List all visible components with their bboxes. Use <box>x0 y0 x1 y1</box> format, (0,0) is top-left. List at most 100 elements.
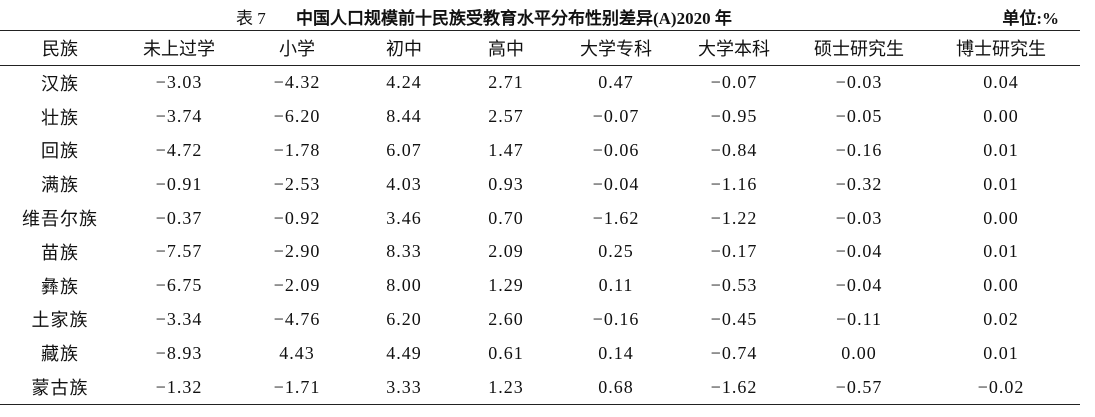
table-row: 蒙古族 −1.32 −1.71 3.33 1.23 0.68 −1.62 −0.57 −0.02 <box>0 370 1080 405</box>
cell-value: −2.53 <box>273 173 321 194</box>
column-header: 高中 <box>488 39 524 59</box>
cell-value: 2.09 <box>488 241 524 262</box>
ethnic-group: 满族 <box>41 175 79 196</box>
cell-value: −0.32 <box>835 173 883 194</box>
column-header: 初中 <box>386 39 422 59</box>
cell-value: −8.93 <box>155 342 203 363</box>
cell-value: −0.06 <box>592 139 640 160</box>
cell-value: 0.25 <box>598 241 634 262</box>
ethnic-group: 维吾尔族 <box>22 209 98 230</box>
cell-value: 0.61 <box>488 342 524 363</box>
column-header: 大学专科 <box>580 39 652 59</box>
table-row: 满族 −0.91 −2.53 4.03 0.93 −0.04 −1.16 −0.32 0.01 <box>0 167 1080 201</box>
cell-value: −0.74 <box>710 342 758 363</box>
table-row: 彝族 −6.75 −2.09 8.00 1.29 0.11 −0.53 −0.04 0.00 <box>0 269 1080 303</box>
column-header: 博士研究生 <box>956 39 1046 59</box>
data-table: 民族 未上过学 小学 初中 高中 大学专科 大学本科 硕士研究生 博士研究生 汉族 −3.03 −4… <box>0 30 1080 405</box>
table-row: 壮族 −3.74 −6.20 8.44 2.57 −0.07 −0.95 −0.05 0.00 <box>0 100 1080 134</box>
cell-value: −3.03 <box>155 72 203 93</box>
cell-value: −0.11 <box>836 308 882 329</box>
column-header: 民族 <box>42 39 78 59</box>
cell-value: 0.47 <box>598 72 634 93</box>
cell-value: −0.17 <box>710 241 758 262</box>
cell-value: −0.03 <box>835 72 883 93</box>
cell-value: 8.00 <box>386 275 422 296</box>
cell-value: −2.09 <box>273 275 321 296</box>
cell-value: −1.62 <box>592 207 640 228</box>
cell-value: 6.20 <box>386 308 422 329</box>
cell-value: −0.37 <box>155 207 203 228</box>
cell-value: 2.71 <box>488 72 524 93</box>
cell-value: 0.70 <box>488 207 524 228</box>
cell-value: −0.05 <box>835 106 883 127</box>
cell-value: 4.03 <box>386 173 422 194</box>
cell-value: −0.53 <box>710 275 758 296</box>
cell-value: 0.01 <box>983 342 1019 363</box>
cell-value: −0.92 <box>273 207 321 228</box>
cell-value: 0.01 <box>983 139 1019 160</box>
cell-value: 8.44 <box>386 106 422 127</box>
cell-value: 0.00 <box>983 275 1019 296</box>
cell-value: −0.95 <box>710 106 758 127</box>
cell-value: 1.47 <box>488 139 524 160</box>
cell-value: −1.62 <box>710 376 758 397</box>
cell-value: −6.75 <box>155 275 203 296</box>
cell-value: −0.04 <box>592 173 640 194</box>
ethnic-group: 壮族 <box>41 107 79 128</box>
cell-value: 4.24 <box>386 72 422 93</box>
ethnic-group: 蒙古族 <box>31 378 89 399</box>
ethnic-group: 藏族 <box>41 344 79 365</box>
cell-value: −0.16 <box>592 308 640 329</box>
cell-value: 0.11 <box>598 275 634 296</box>
cell-value: −1.22 <box>710 207 758 228</box>
cell-value: −1.71 <box>273 376 321 397</box>
cell-value: 0.00 <box>983 207 1019 228</box>
ethnic-group: 彝族 <box>41 276 79 297</box>
cell-value: −0.04 <box>835 241 883 262</box>
cell-value: −3.74 <box>155 106 203 127</box>
cell-value: 3.33 <box>386 376 422 397</box>
unit: 单位:% <box>1002 9 1059 28</box>
cell-value: 0.68 <box>598 376 634 397</box>
cell-value: −0.57 <box>835 376 883 397</box>
cell-value: −4.76 <box>273 308 321 329</box>
cell-value: −0.03 <box>835 207 883 228</box>
cell-value: 4.43 <box>279 342 315 363</box>
cell-value: 0.00 <box>983 106 1019 127</box>
table-body: 汉族 −3.03 −4.32 4.24 2.71 0.47 −0.07 −0.03 0.04 壮族… <box>0 66 1080 405</box>
cell-value: 1.23 <box>488 376 524 397</box>
cell-value: 0.04 <box>983 72 1019 93</box>
column-header: 小学 <box>279 39 315 59</box>
header: 表 7 中国人口规模前十民族受教育水平分布性别差异(A)2020 年 单位:% <box>0 4 1095 28</box>
cell-value: 0.01 <box>983 241 1019 262</box>
cell-value: 1.29 <box>488 275 524 296</box>
cell-value: 0.01 <box>983 173 1019 194</box>
cell-value: 3.46 <box>386 207 422 228</box>
cell-value: −0.16 <box>835 139 883 160</box>
ethnic-group: 苗族 <box>41 242 79 263</box>
cell-value: −0.04 <box>835 275 883 296</box>
cell-value: −1.78 <box>273 139 321 160</box>
cell-value: −4.72 <box>155 139 203 160</box>
cell-value: −0.02 <box>977 376 1025 397</box>
cell-value: −0.07 <box>592 106 640 127</box>
cell-value: −6.20 <box>273 106 321 127</box>
table-row: 回族 −4.72 −1.78 6.07 1.47 −0.06 −0.84 −0.16 0.01 <box>0 134 1080 168</box>
cell-value: 0.93 <box>488 173 524 194</box>
cell-value: −0.07 <box>710 72 758 93</box>
cell-value: 4.49 <box>386 342 422 363</box>
header-row: 民族 未上过学 小学 初中 高中 大学专科 大学本科 硕士研究生 博士研究生 <box>0 30 1080 66</box>
table-title: 中国人口规模前十民族受教育水平分布性别差异(A)2020 年 <box>296 9 732 28</box>
table-row: 藏族 −8.93 4.43 4.49 0.61 0.14 −0.74 0.00 0.01 <box>0 336 1080 370</box>
cell-value: 0.14 <box>598 342 634 363</box>
cell-value: −1.32 <box>155 376 203 397</box>
cell-value: −1.16 <box>710 173 758 194</box>
cell-value: −0.45 <box>710 308 758 329</box>
table-row: 土家族 −3.34 −4.76 6.20 2.60 −0.16 −0.45 −0.11 0.02 <box>0 303 1080 337</box>
cell-value: 0.02 <box>983 308 1019 329</box>
cell-value: 8.33 <box>386 241 422 262</box>
cell-value: 0.00 <box>841 342 877 363</box>
table-row: 苗族 −7.57 −2.90 8.33 2.09 0.25 −0.17 −0.04 0.01 <box>0 235 1080 269</box>
cell-value: −3.34 <box>155 308 203 329</box>
